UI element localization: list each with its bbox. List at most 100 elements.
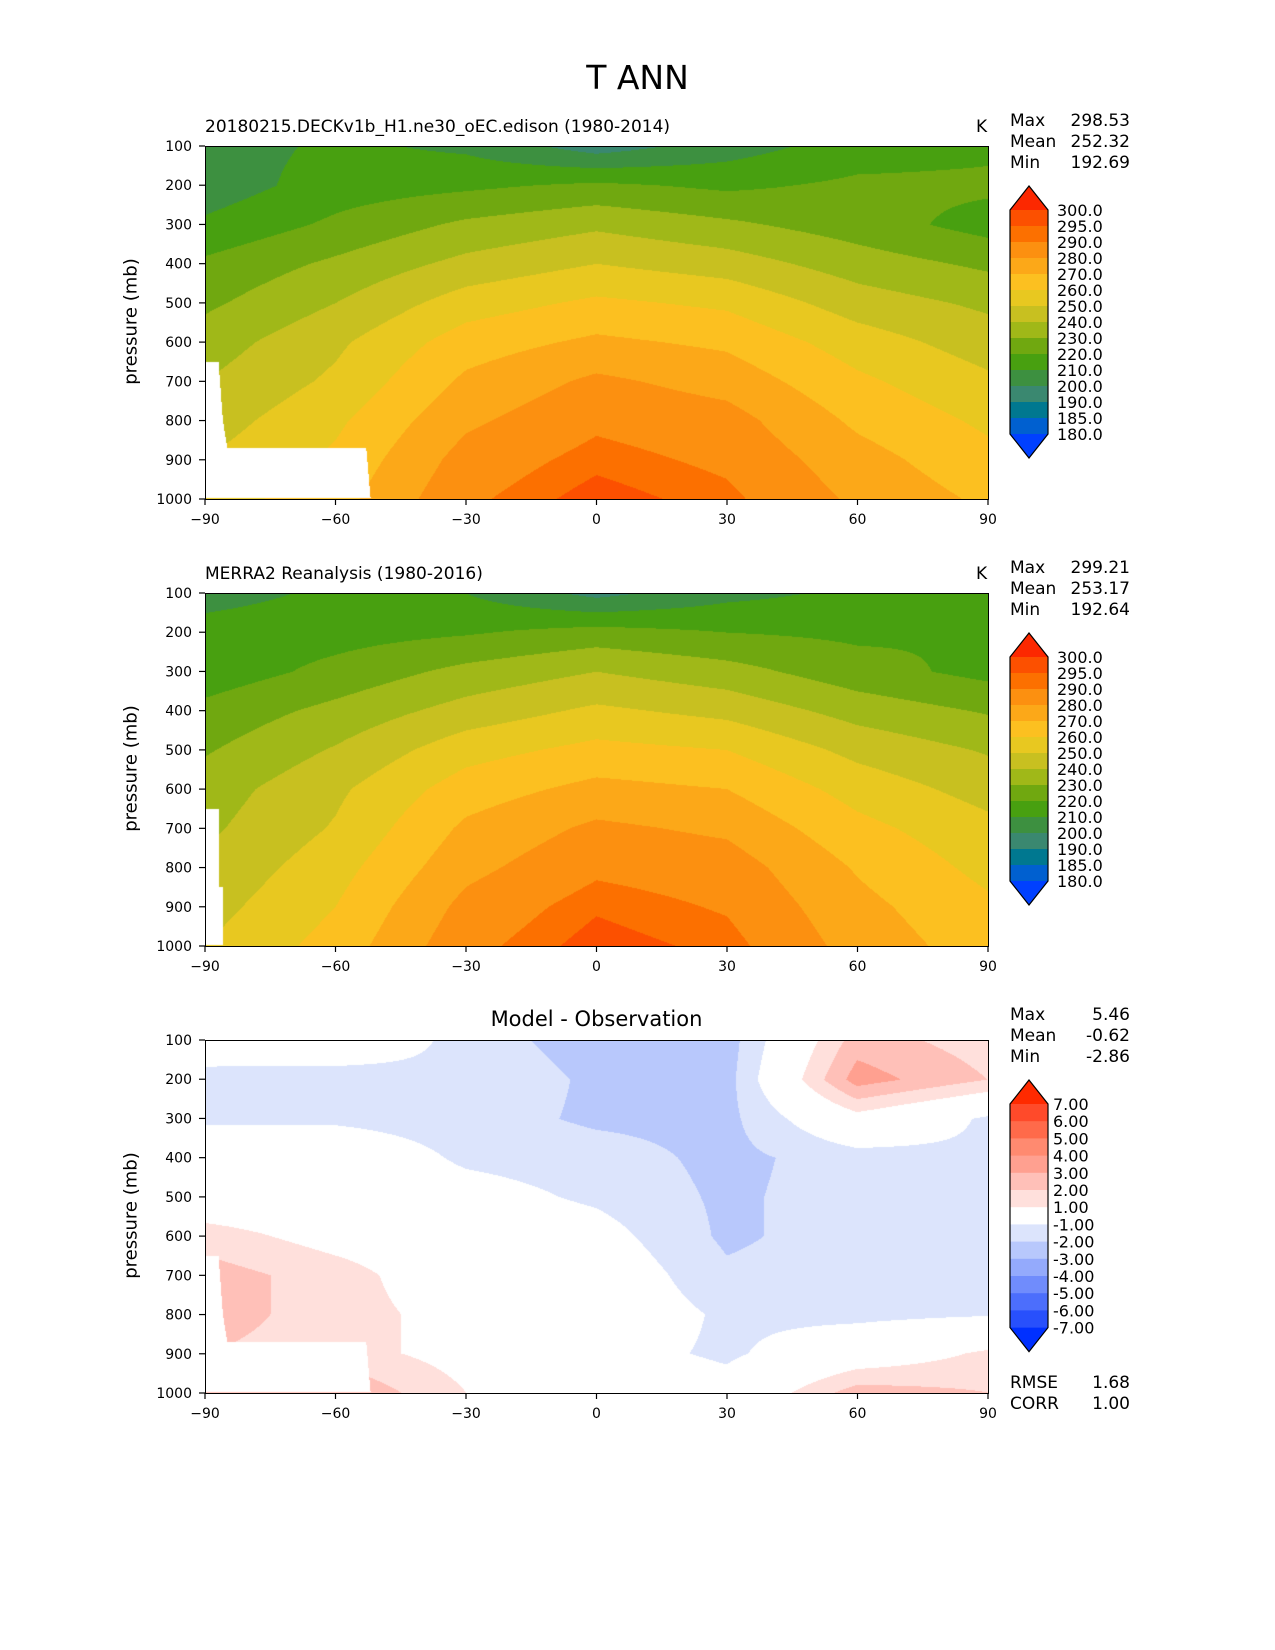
y-tick-label: 500 (165, 743, 192, 759)
colorbar-tick-label: -2.00 (1053, 1233, 1094, 1252)
colorbar-tick-label: 200.0 (1057, 377, 1103, 396)
stat-value-max: 298.53 (1070, 111, 1130, 131)
colorbar-tick-label: 220.0 (1057, 792, 1103, 811)
stat-label-max: Max (1010, 1005, 1046, 1025)
colorbar-under-extension (1010, 434, 1048, 458)
colorbar-bin (1010, 849, 1048, 866)
x-tick-label: −90 (190, 1406, 220, 1422)
x-tick-label: 60 (849, 1406, 867, 1422)
colorbar-bin (1010, 833, 1048, 850)
colorbar-tick-label: 200.0 (1057, 824, 1103, 843)
stat-label-corr: CORR (1010, 1394, 1059, 1414)
colorbar-tick-label: 295.0 (1057, 217, 1103, 236)
y-tick-label: 300 (165, 1111, 192, 1127)
colorbar-tick-label: -3.00 (1053, 1250, 1094, 1269)
contour-field-2 (205, 1040, 988, 1393)
y-tick-label: 700 (165, 1268, 192, 1284)
colorbar-tick-label: 4.00 (1053, 1147, 1089, 1166)
x-tick-label: −30 (451, 1406, 481, 1422)
colorbar-bin (1010, 1155, 1048, 1174)
y-tick-label: 800 (165, 1308, 192, 1324)
stat-label-min: Min (1010, 153, 1041, 173)
stat-label-max: Max (1010, 111, 1046, 131)
colorbar-tick-label: 220.0 (1057, 345, 1103, 364)
colorbar-bin (1010, 769, 1048, 786)
y-tick-label: 100 (165, 1033, 192, 1049)
colorbar-tick-label: 250.0 (1057, 297, 1103, 316)
colorbar-bin (1010, 1138, 1048, 1157)
colorbar-tick-label: 2.00 (1053, 1181, 1089, 1200)
stat-label-mean: Mean (1010, 132, 1057, 152)
colorbar-under-extension (1010, 1327, 1048, 1352)
colorbar-bin (1010, 210, 1048, 227)
y-tick-label: 400 (165, 704, 192, 720)
colorbar-tick-label: 300.0 (1057, 201, 1103, 220)
colorbar-bin (1010, 306, 1048, 323)
stat-value-rmse: 1.68 (1092, 1373, 1130, 1393)
colorbar-tick-label: 295.0 (1057, 664, 1103, 683)
colorbar-tick-label: 270.0 (1057, 265, 1103, 284)
colorbar-tick-label: 185.0 (1057, 856, 1103, 875)
stat-value-max: 299.21 (1070, 558, 1130, 578)
colorbar-bin (1010, 657, 1048, 674)
colorbar-tick-label: 230.0 (1057, 776, 1103, 795)
y-tick-label: 700 (165, 374, 192, 390)
colorbar-bin (1010, 274, 1048, 291)
x-tick-label: 90 (979, 512, 997, 528)
colorbar-bin (1010, 785, 1048, 802)
colorbar-bin (1010, 1241, 1048, 1260)
colorbar-bin (1010, 386, 1048, 403)
colorbar-tick-label: 290.0 (1057, 233, 1103, 252)
colorbar-bin (1010, 338, 1048, 355)
colorbar-bin (1010, 817, 1048, 834)
colorbar-bin (1010, 1104, 1048, 1122)
colorbar-bin (1010, 1207, 1048, 1225)
y-tick-label: 800 (165, 861, 192, 877)
colorbar-outline (1009, 1079, 1049, 1353)
y-tick-label: 300 (165, 664, 192, 680)
colorbar-bin (1010, 370, 1048, 387)
y-tick-label: 1000 (156, 1386, 192, 1402)
x-tick-label: −90 (190, 959, 220, 975)
colorbar-bin (1010, 721, 1048, 738)
colorbar-bin (1010, 1190, 1048, 1208)
colorbar-bin (1010, 1293, 1048, 1311)
stat-value-mean: 253.17 (1070, 579, 1130, 599)
y-tick-label: 900 (165, 453, 192, 469)
colorbar-outline (1009, 185, 1049, 459)
y-tick-label: 100 (165, 586, 192, 602)
colorbar-tick-label: 210.0 (1057, 361, 1103, 380)
colorbar-bin (1010, 801, 1048, 818)
colorbar-bin (1010, 402, 1048, 419)
colorbar-outline (1009, 632, 1049, 906)
colorbar-tick-label: 6.00 (1053, 1112, 1089, 1131)
x-tick-label: 90 (979, 1406, 997, 1422)
stat-value-mean: 252.32 (1070, 132, 1130, 152)
colorbar-bin (1010, 705, 1048, 722)
colorbar-tick-label: 240.0 (1057, 313, 1103, 332)
colorbar-over-extension (1010, 186, 1048, 210)
x-tick-label: −60 (321, 959, 351, 975)
y-tick-label: 400 (165, 257, 192, 273)
y-tick-label: 200 (165, 1072, 192, 1088)
stat-value-min: 192.69 (1070, 153, 1130, 173)
x-tick-label: 90 (979, 959, 997, 975)
colorbar-bin (1010, 1276, 1048, 1294)
units-label: K (976, 117, 988, 137)
colorbar-over-extension (1010, 633, 1048, 657)
colorbar-bin (1010, 1121, 1048, 1139)
colorbar-tick-label: 3.00 (1053, 1164, 1089, 1183)
colorbar-tick-label: 280.0 (1057, 696, 1103, 715)
x-tick-label: 30 (718, 959, 736, 975)
panel-subtitle: MERRA2 Reanalysis (1980-2016) (205, 564, 483, 584)
colorbar-tick-label: 5.00 (1053, 1129, 1089, 1148)
x-tick-label: 0 (592, 512, 601, 528)
x-tick-label: 30 (718, 512, 736, 528)
colorbar-tick-label: 260.0 (1057, 281, 1103, 300)
colorbar-tick-label: 230.0 (1057, 329, 1103, 348)
y-tick-label: 1000 (156, 939, 192, 955)
colorbar-bin (1010, 673, 1048, 690)
colorbar-bin (1010, 418, 1048, 435)
colorbar-bin (1010, 1172, 1048, 1191)
